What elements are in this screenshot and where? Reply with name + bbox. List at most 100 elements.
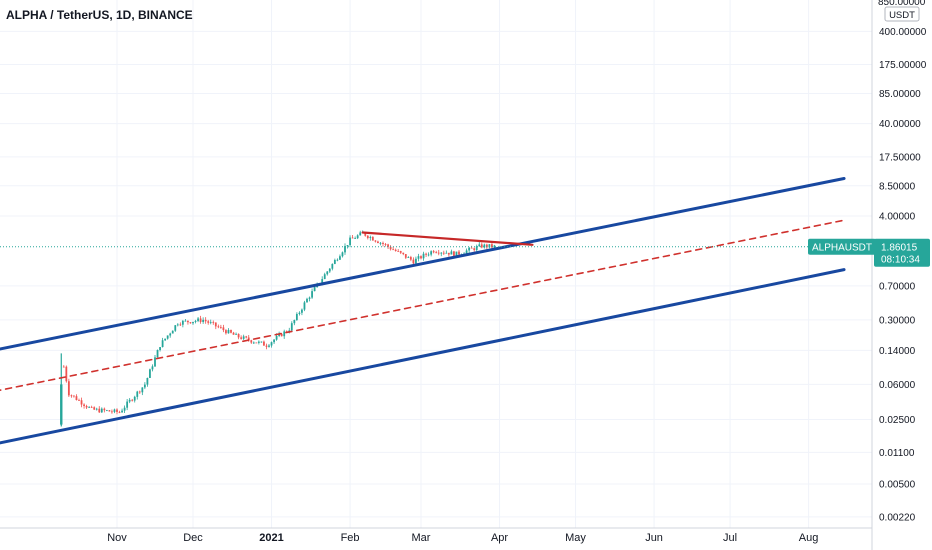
- candle-body: [425, 253, 427, 255]
- candle-body: [181, 320, 184, 325]
- candle-body: [298, 312, 301, 314]
- candle-body: [493, 245, 496, 248]
- candle-body: [126, 401, 129, 408]
- candle-body: [225, 330, 227, 334]
- candle-body: [392, 249, 395, 251]
- candle-body: [415, 258, 417, 264]
- trendline-channel-upper[interactable]: [0, 176, 846, 356]
- trendline-channel-mid[interactable]: [0, 219, 845, 398]
- candle-body: [301, 309, 303, 313]
- candle-body: [453, 251, 455, 256]
- price-axis-panel[interactable]: [872, 0, 932, 550]
- candle-body: [108, 410, 111, 412]
- candle-body: [412, 259, 415, 264]
- price-axis-label: 4.00000: [879, 212, 916, 223]
- candle-body: [394, 249, 397, 252]
- candle-body: [339, 256, 341, 260]
- candle-body: [278, 333, 281, 336]
- time-axis-label: Jun: [645, 532, 663, 544]
- candle-body: [138, 391, 141, 393]
- candle-body: [209, 322, 212, 324]
- candle-body: [379, 242, 382, 244]
- candle-body: [485, 244, 488, 248]
- time-axis-label: Aug: [799, 532, 819, 544]
- candle-body: [377, 241, 379, 244]
- candle-body: [217, 326, 220, 328]
- symbol-title[interactable]: ALPHA / TetherUS, 1D, BINANCE: [6, 8, 193, 22]
- candle-body: [364, 232, 367, 236]
- candle-body: [105, 410, 108, 412]
- symbol-badge[interactable]: [808, 238, 876, 255]
- candle-body: [265, 345, 268, 347]
- candle-body: [214, 322, 217, 327]
- candle-body: [397, 251, 400, 252]
- candle-body: [204, 319, 207, 322]
- candle-body: [98, 408, 101, 413]
- candle-body: [333, 260, 336, 264]
- last-price-badge[interactable]: [874, 238, 930, 267]
- candle-body: [151, 366, 154, 370]
- candle-body: [227, 329, 230, 334]
- candle-body: [70, 395, 73, 397]
- candle-body: [293, 319, 296, 324]
- price-axis-label: 0.30000: [879, 315, 916, 326]
- candle-body: [344, 246, 346, 253]
- bar-countdown: 08:10:34: [881, 255, 920, 266]
- candle-body: [326, 271, 329, 275]
- candle-body: [407, 257, 410, 258]
- candle-body: [75, 396, 78, 401]
- candle-body: [133, 396, 136, 401]
- candle-body: [280, 333, 283, 337]
- time-axis-label: Nov: [107, 532, 127, 544]
- candle-body: [260, 341, 263, 343]
- candle-body: [384, 243, 387, 245]
- candle-body: [306, 298, 308, 303]
- time-axis-label: Dec: [183, 532, 203, 544]
- candle-body: [288, 330, 291, 332]
- candle-body: [161, 340, 164, 348]
- time-axis-label: Jul: [723, 532, 737, 544]
- candle-body: [478, 244, 481, 247]
- candle-body: [60, 384, 63, 425]
- candle-body: [445, 252, 448, 254]
- candle-body: [189, 322, 192, 324]
- candle-body: [93, 407, 96, 410]
- candle-body: [480, 244, 483, 248]
- candle-body: [417, 256, 420, 259]
- time-axis-label: Feb: [341, 532, 360, 544]
- candle-body: [427, 254, 430, 256]
- price-axis-label: 0.00220: [879, 512, 916, 523]
- currency-label: USDT: [889, 10, 915, 21]
- currency-button[interactable]: [884, 6, 920, 22]
- price-axis-label: 0.01100: [879, 448, 915, 459]
- price-axis-label: 850.00000: [878, 0, 926, 8]
- trendline-resistance[interactable]: [361, 231, 534, 246]
- candle-body: [171, 330, 174, 334]
- trendline-channel-lower[interactable]: [0, 268, 846, 451]
- candle-body: [257, 341, 260, 343]
- candle-body: [346, 245, 349, 247]
- candle-body: [237, 333, 240, 338]
- candle-body: [212, 322, 215, 324]
- candle-body: [422, 253, 425, 259]
- candle-body: [402, 252, 405, 255]
- candle-body: [65, 366, 68, 382]
- candle-body: [184, 320, 187, 322]
- candle-body: [440, 252, 443, 254]
- candle-body: [174, 325, 177, 331]
- candle-body: [149, 369, 151, 378]
- price-axis-label: 85.00000: [879, 89, 921, 100]
- candle-body: [123, 407, 126, 411]
- candle-body: [232, 332, 235, 335]
- candle-body: [62, 366, 65, 368]
- candle-body: [447, 252, 450, 255]
- candle-body: [164, 338, 167, 341]
- candle-body: [475, 246, 478, 251]
- candle-body: [311, 291, 313, 298]
- candle-body: [483, 244, 486, 248]
- candle-body: [118, 411, 121, 413]
- candle-body: [321, 279, 324, 284]
- candle-body: [374, 240, 377, 242]
